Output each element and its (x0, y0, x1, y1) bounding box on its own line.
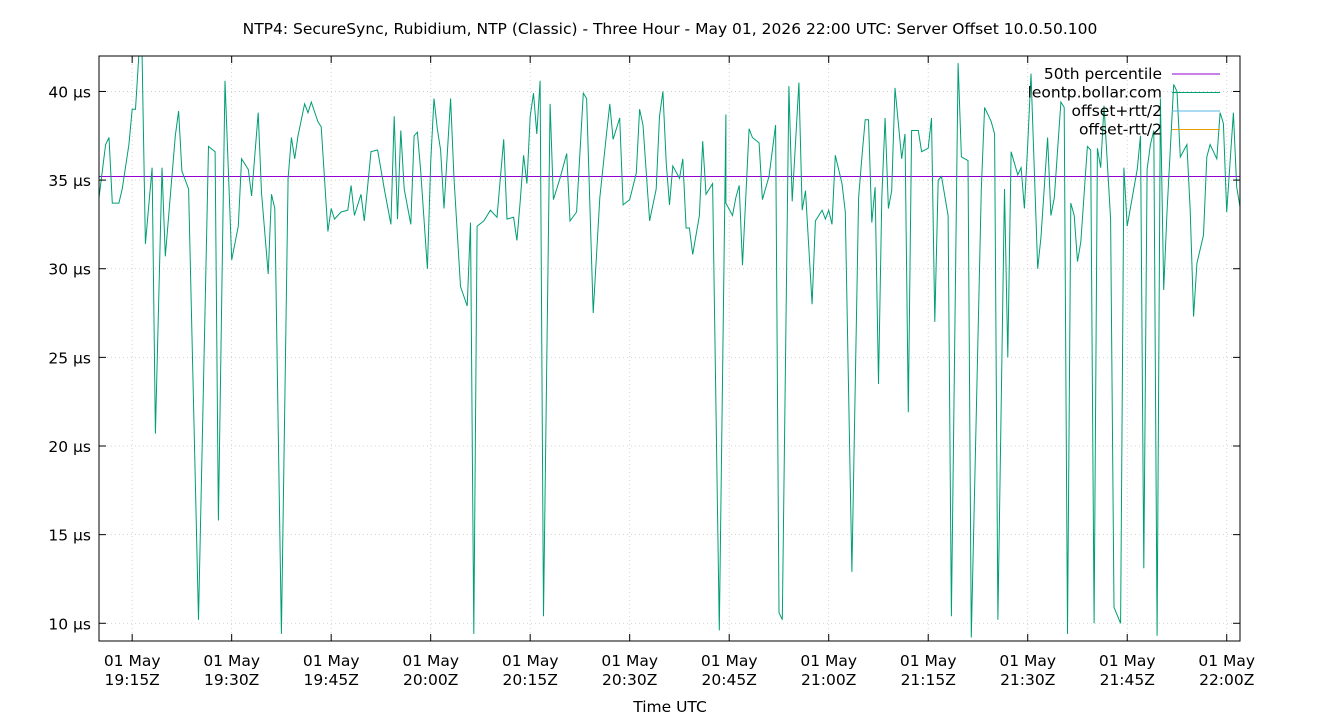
y-tick-label: 30 µs (48, 261, 91, 279)
x-tick-time: 20:30Z (602, 671, 657, 689)
x-tick-time: 21:30Z (1000, 671, 1055, 689)
grid (99, 56, 1240, 641)
x-tick-time: 21:45Z (1100, 671, 1155, 689)
x-tick-date: 01 May (601, 652, 658, 670)
x-tick-time: 20:45Z (702, 671, 757, 689)
x-tick-date: 01 May (303, 652, 360, 670)
y-tick-label: 35 µs (48, 172, 91, 190)
x-tick-date: 01 May (502, 652, 559, 670)
x-tick-time: 21:00Z (801, 671, 856, 689)
x-tick-time: 21:15Z (901, 671, 956, 689)
plot-frame (98, 55, 1241, 642)
x-tick-date: 01 May (1099, 652, 1156, 670)
x-tick-date: 01 May (701, 652, 758, 670)
x-tick-date: 01 May (999, 652, 1056, 670)
x-tick-date: 01 May (800, 652, 857, 670)
series-layer (99, 56, 1240, 638)
legend: 50th percentileleontp.bollar.comoffset+r… (1028, 65, 1220, 139)
x-axis-label: Time UTC (632, 698, 707, 716)
x-tick-time: 19:45Z (304, 671, 359, 689)
x-tick-time: 19:15Z (105, 671, 160, 689)
x-tick-date: 01 May (203, 652, 260, 670)
x-tick-time: 20:15Z (503, 671, 558, 689)
x-tick-time: 22:00Z (1199, 671, 1254, 689)
x-tick-time: 20:00Z (403, 671, 458, 689)
legend-label: offset+rtt/2 (1072, 102, 1162, 120)
legend-label: offset-rtt/2 (1079, 121, 1162, 139)
x-tick-date: 01 May (1198, 652, 1255, 670)
y-tick-label: 20 µs (48, 438, 91, 456)
y-tick-label: 15 µs (48, 527, 91, 545)
y-tick-label: 10 µs (48, 615, 91, 633)
y-tick-label: 40 µs (48, 83, 91, 101)
x-tick-date: 01 May (402, 652, 459, 670)
x-tick-date: 01 May (104, 652, 161, 670)
y-axis: 10 µs 15 µs 20 µs 25 µs 30 µs 35 µs 40 µs (48, 83, 1240, 633)
y-tick-label: 25 µs (48, 349, 91, 367)
legend-label: leontp.bollar.com (1028, 84, 1162, 102)
chart-title: NTP4: SecureSync, Rubidium, NTP (Classic… (243, 20, 1098, 38)
series-line-leontp-bollar-com (99, 56, 1240, 638)
x-tick-time: 19:30Z (204, 671, 259, 689)
legend-label: 50th percentile (1044, 65, 1162, 83)
x-tick-date: 01 May (900, 652, 957, 670)
